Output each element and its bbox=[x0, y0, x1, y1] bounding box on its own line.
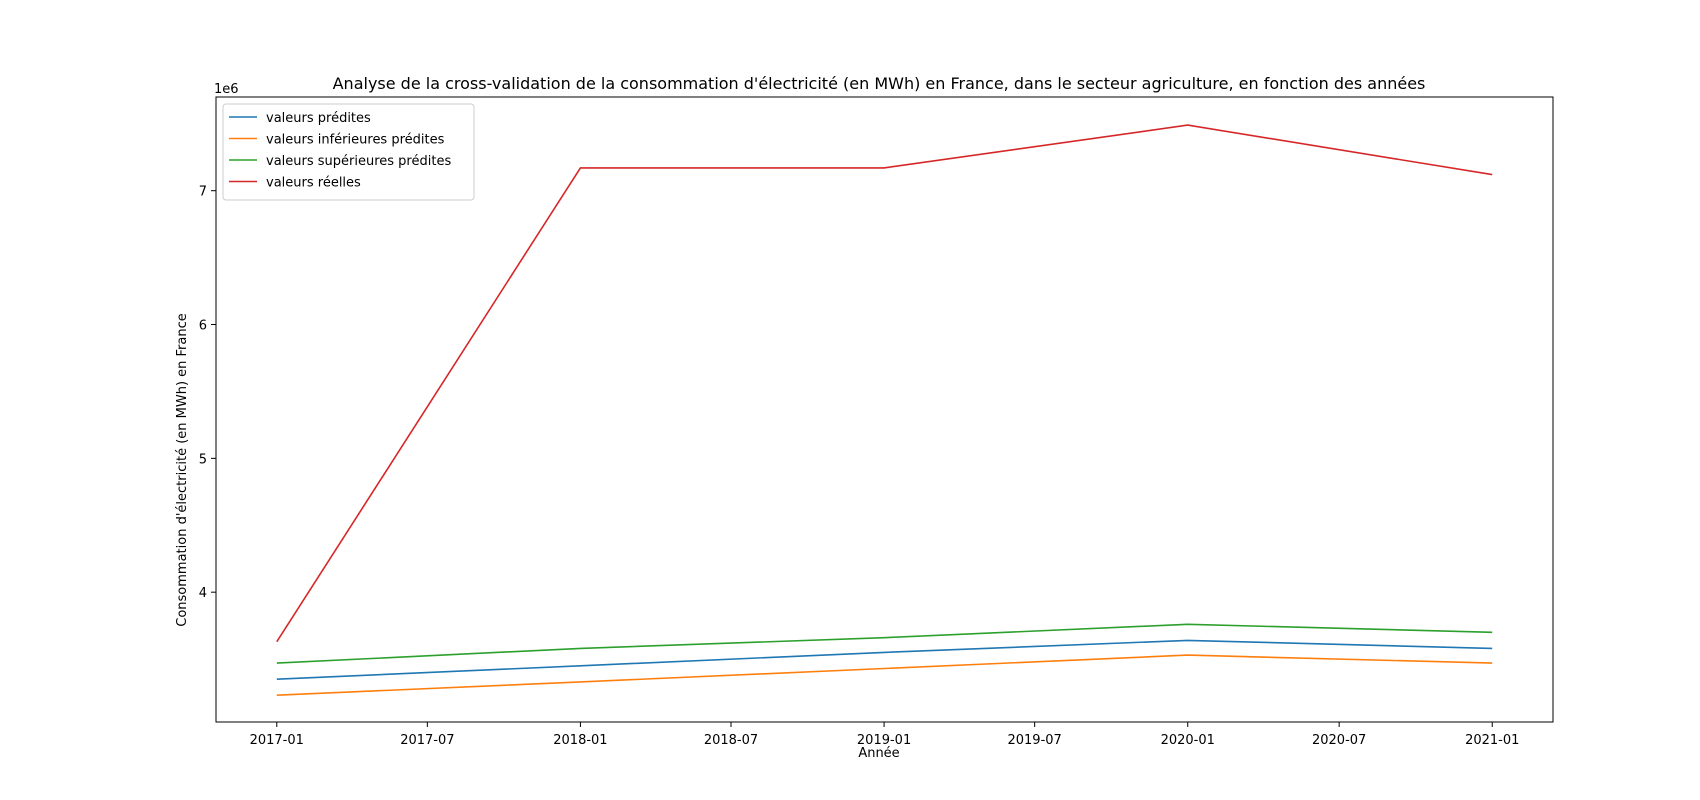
y-tick-label: 6 bbox=[199, 319, 207, 334]
y-tick-label: 7 bbox=[199, 185, 207, 200]
x-tick-label: 2018-07 bbox=[704, 733, 758, 748]
legend-label-2: valeurs inférieures prédites bbox=[266, 133, 445, 148]
series-line-4 bbox=[276, 124, 1493, 643]
series-line-1 bbox=[276, 639, 1493, 680]
x-tick-label: 2020-07 bbox=[1312, 733, 1366, 748]
y-tick-label: 5 bbox=[199, 452, 207, 467]
y-scale-label: 1e6 bbox=[214, 82, 239, 97]
x-tick-label: 2020-01 bbox=[1161, 733, 1215, 748]
x-tick-label: 2019-01 bbox=[857, 733, 911, 748]
series-line-2 bbox=[276, 654, 1493, 696]
x-tick-label: 2017-07 bbox=[400, 733, 454, 748]
legend-label-4: valeurs réelles bbox=[266, 176, 361, 191]
legend-box bbox=[222, 103, 475, 201]
legend: valeurs prédites valeurs inférieures préd… bbox=[222, 103, 475, 201]
y-axis: 4 5 6 7 bbox=[199, 185, 216, 601]
legend-label-3: valeurs supérieures prédites bbox=[266, 154, 451, 169]
legend-label-1: valeurs prédites bbox=[266, 111, 371, 126]
chart-title: Analyse de la cross-validation de la con… bbox=[333, 74, 1426, 93]
x-axis: 2017-01 2017-07 2018-01 2018-07 2019-01 2019-… bbox=[250, 722, 1519, 748]
x-axis-label: Année bbox=[858, 746, 899, 761]
x-tick-label: 2017-01 bbox=[250, 733, 304, 748]
y-axis-label: Consommation d'électricité (en MWh) en F… bbox=[175, 313, 190, 627]
y-tick-label: 4 bbox=[199, 586, 207, 601]
plot-area: 2017-01 2017-07 2018-01 2018-07 2019-01 2019-… bbox=[199, 96, 1554, 748]
x-tick-label: 2021-01 bbox=[1465, 733, 1519, 748]
x-tick-label: 2019-07 bbox=[1007, 733, 1061, 748]
x-tick-label: 2018-01 bbox=[553, 733, 607, 748]
series-line-3 bbox=[276, 623, 1493, 664]
